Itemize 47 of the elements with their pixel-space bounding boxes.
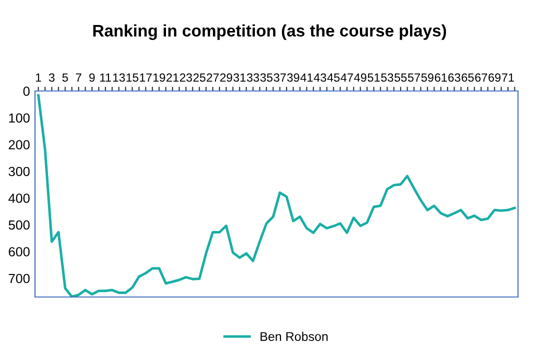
x-tick-label: 31 (233, 73, 246, 82)
x-tick-label: 53 (381, 73, 394, 82)
x-tick-label: 39 (287, 73, 300, 82)
x-tick-label: 5 (62, 73, 68, 82)
x-tick-label: 43 (314, 73, 326, 82)
y-tick-label: 300 (8, 166, 30, 176)
x-tick-label: 1 (36, 73, 42, 82)
y-tick-label: 400 (8, 194, 30, 203)
x-tick-label: 7 (76, 73, 82, 82)
x-tick-label: 25 (193, 73, 206, 82)
x-tick-label: 9 (89, 73, 95, 82)
x-tick-label: 41 (300, 73, 313, 82)
x-tick-label: 19 (153, 73, 166, 82)
x-tick-label: 65 (462, 73, 474, 82)
line-series (37, 94, 516, 297)
y-tick-label: 0 (23, 86, 30, 96)
x-tick-label: 45 (327, 73, 340, 82)
x-tick-label: 59 (421, 73, 434, 82)
x-tick-label: 21 (166, 73, 179, 82)
x-tick-label: 11 (100, 73, 111, 82)
y-tick-label: 200 (8, 140, 30, 150)
x-tick-label: 33 (246, 73, 260, 82)
x-tick-label: 57 (408, 73, 420, 82)
x-tick-label: 17 (140, 73, 152, 82)
y-tick-label: 600 (8, 247, 30, 256)
y-tick-label: 100 (9, 113, 30, 123)
x-tick-label: 69 (488, 73, 501, 82)
x-tick-label: 49 (354, 73, 366, 82)
x-tick-label: 15 (126, 73, 138, 82)
x-tick-label: 37 (274, 73, 286, 82)
x-tick-label: 61 (434, 73, 447, 82)
legend-label: Ben Robson (260, 332, 328, 341)
y-tick-label: 500 (8, 220, 30, 230)
x-tick-label: 27 (206, 73, 219, 82)
x-tick-label: 29 (220, 73, 232, 82)
chart-title: Ranking in competition (as the course plays) (93, 24, 446, 40)
x-tick-label: 63 (448, 73, 460, 82)
x-tick-label: 71 (502, 73, 514, 82)
x-tick-label: 23 (180, 73, 192, 82)
x-tick-label: 47 (340, 73, 353, 82)
x-tick-label: 67 (475, 73, 488, 82)
y-tick-label: 700 (8, 274, 30, 284)
x-tick-label: 51 (368, 73, 380, 82)
x-tick-label: 35 (260, 73, 273, 82)
x-tick-label: 3 (48, 73, 55, 82)
x-tick-label: 13 (113, 73, 125, 82)
x-tick-label: 55 (394, 73, 407, 82)
